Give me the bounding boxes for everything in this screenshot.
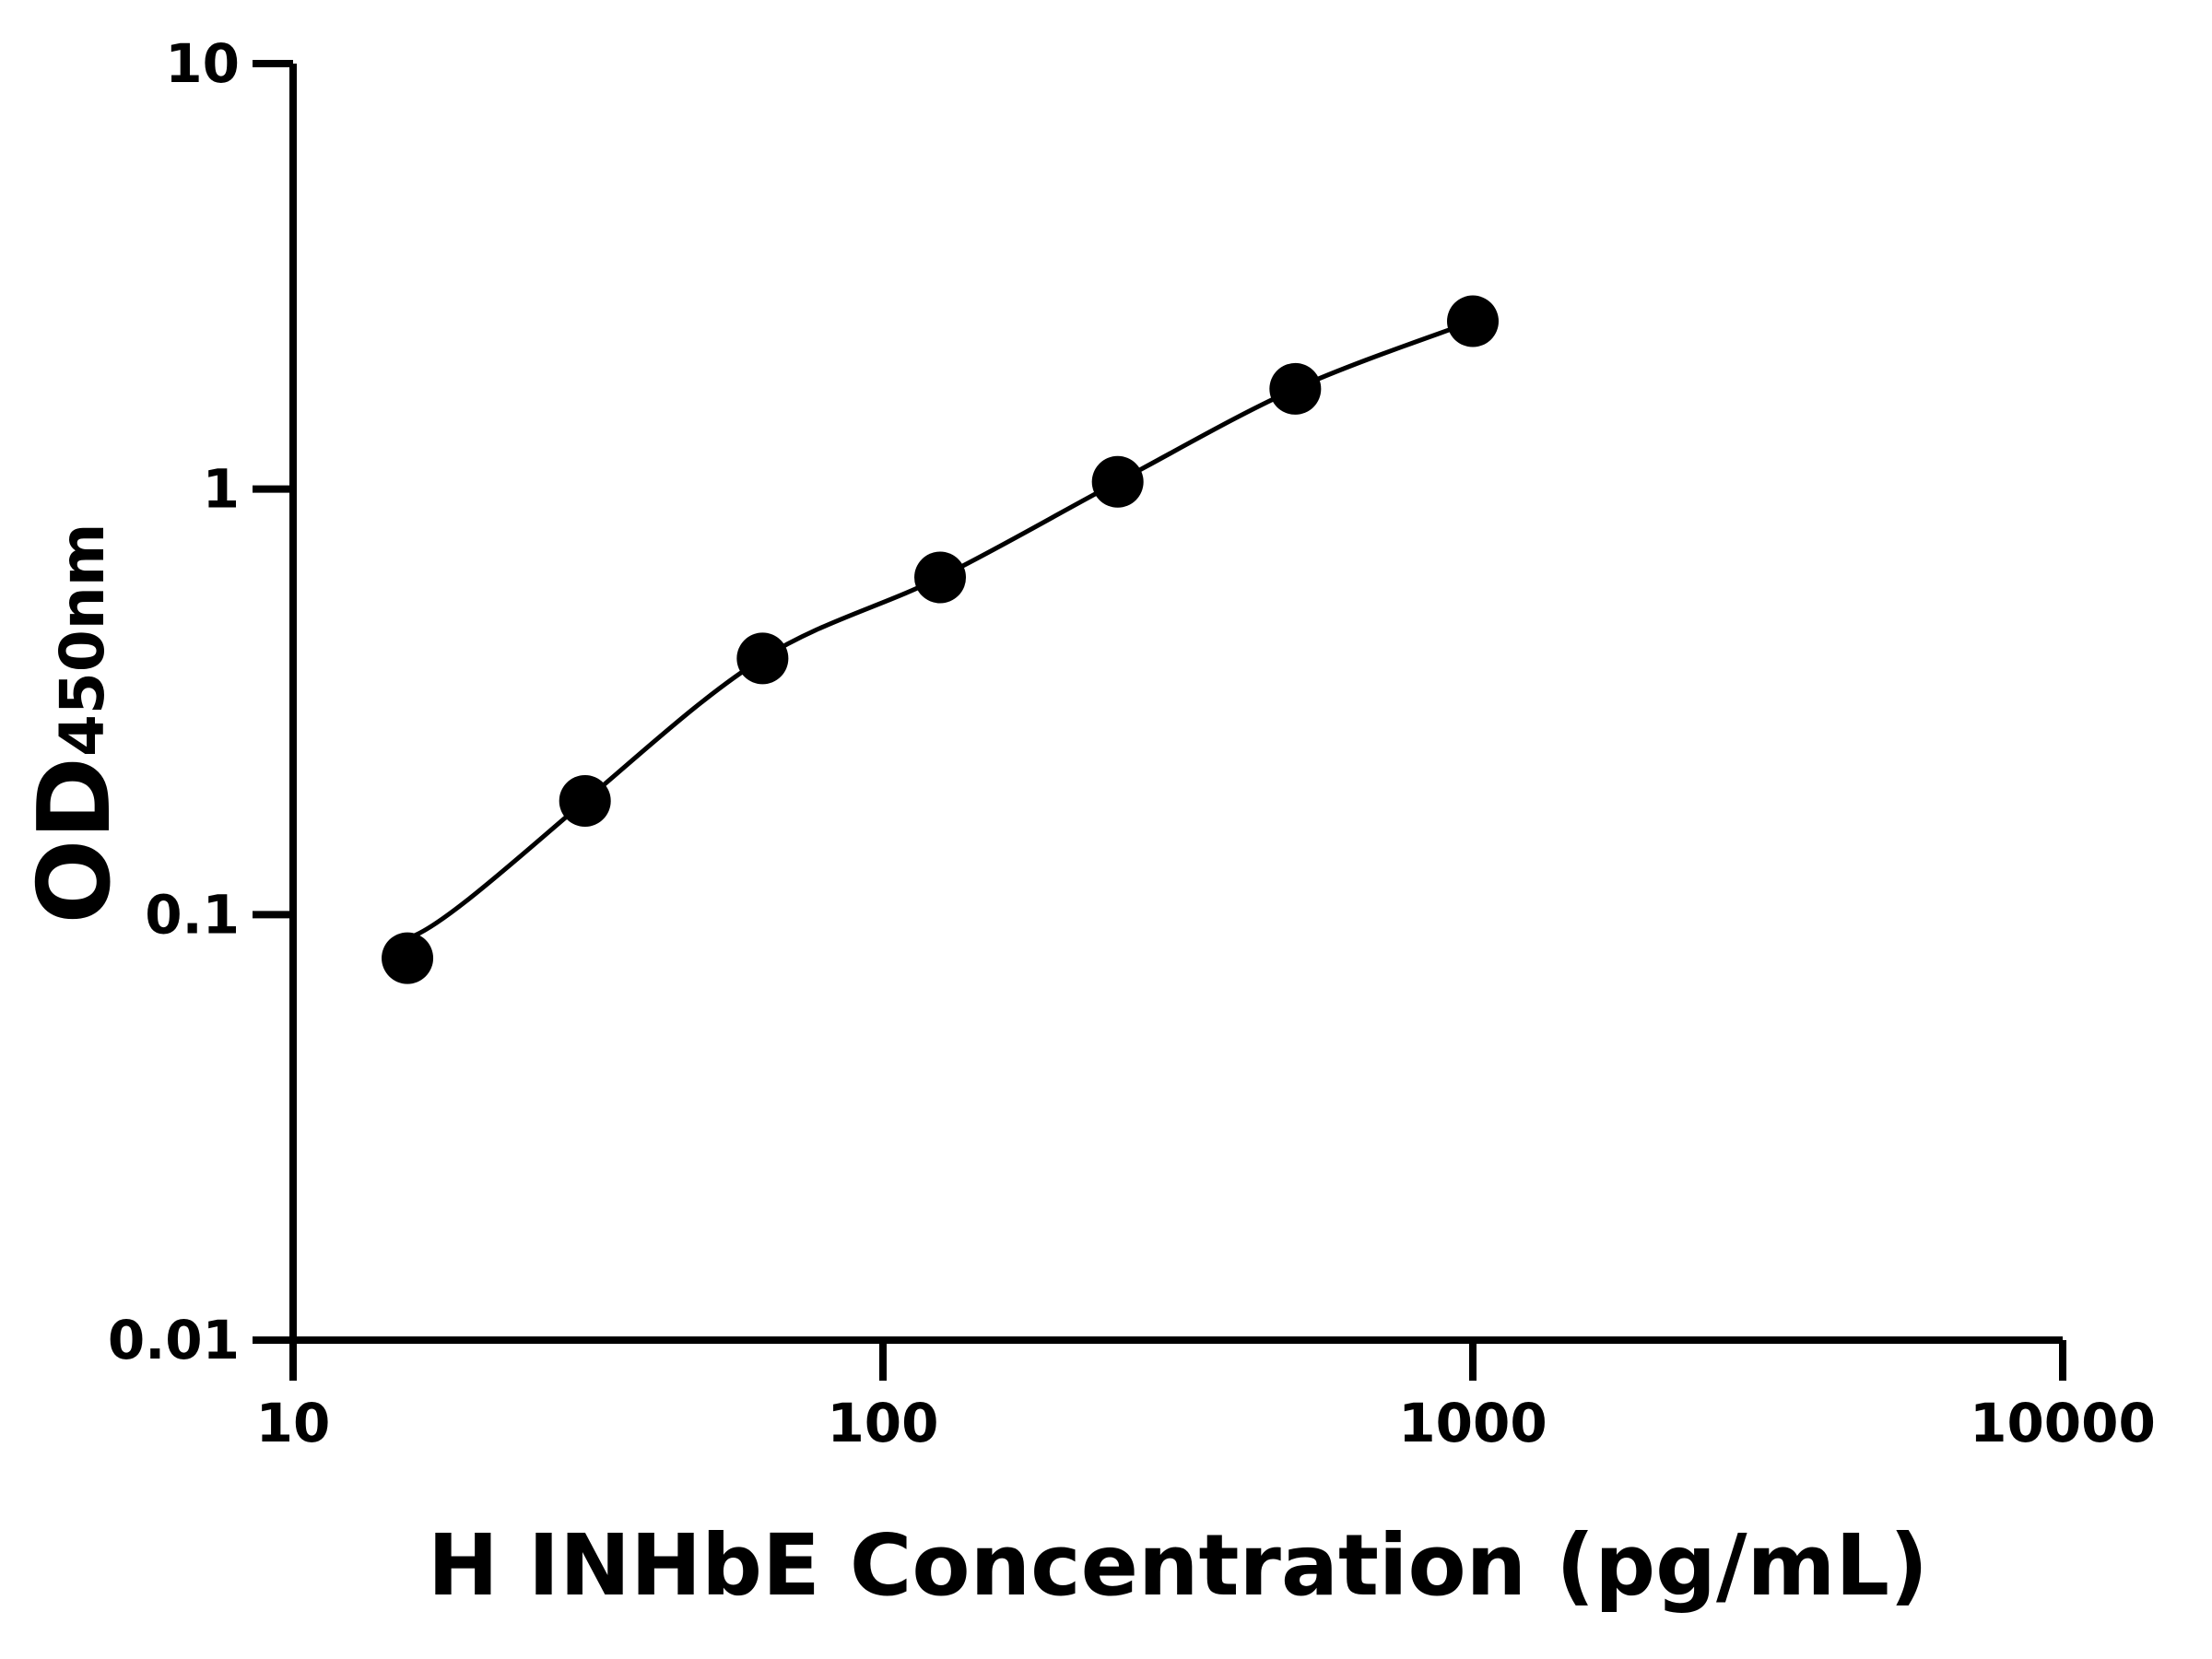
x-tick-label: 1000 bbox=[1398, 1392, 1547, 1454]
data-point bbox=[559, 774, 611, 827]
x-axis-title: H INHbE Concentration (pg/mL) bbox=[428, 1516, 1928, 1615]
y-tick-label: 1 bbox=[203, 458, 240, 521]
fit-curve-layer bbox=[406, 319, 1474, 941]
x-tick-label: 10 bbox=[256, 1392, 331, 1454]
data-points bbox=[382, 295, 1499, 984]
y-tick-label: 0.1 bbox=[145, 883, 240, 946]
x-tick-label: 100 bbox=[827, 1392, 938, 1454]
fit-curve bbox=[406, 319, 1474, 941]
data-point bbox=[1091, 455, 1144, 508]
y-tick-label: 10 bbox=[165, 32, 240, 95]
data-point bbox=[1447, 295, 1499, 347]
y-axis-title-sub: 450nm bbox=[47, 524, 118, 758]
axes: 10 100 1000 10000 0.01 0.1 1 10 bbox=[108, 32, 2156, 1454]
data-point bbox=[382, 932, 434, 984]
y-axis-title-main: OD bbox=[18, 757, 133, 924]
data-point bbox=[1269, 362, 1322, 415]
data-point bbox=[736, 632, 789, 685]
y-axis-title: OD450nm bbox=[18, 524, 133, 924]
y-tick-label: 0.01 bbox=[108, 1309, 240, 1371]
x-tick-label: 10000 bbox=[1970, 1392, 2156, 1454]
data-point bbox=[914, 551, 967, 604]
